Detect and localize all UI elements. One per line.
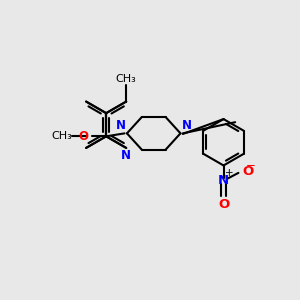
Text: N: N (116, 119, 125, 132)
Text: O: O (78, 130, 88, 143)
Text: O: O (243, 165, 254, 178)
Text: −: − (245, 159, 255, 172)
Text: N: N (182, 119, 192, 132)
Text: CH₃: CH₃ (116, 74, 136, 84)
Text: CH₃: CH₃ (51, 131, 72, 141)
Text: N: N (218, 174, 229, 187)
Text: N: N (121, 149, 131, 162)
Text: O: O (218, 198, 229, 211)
Text: +: + (225, 168, 234, 178)
